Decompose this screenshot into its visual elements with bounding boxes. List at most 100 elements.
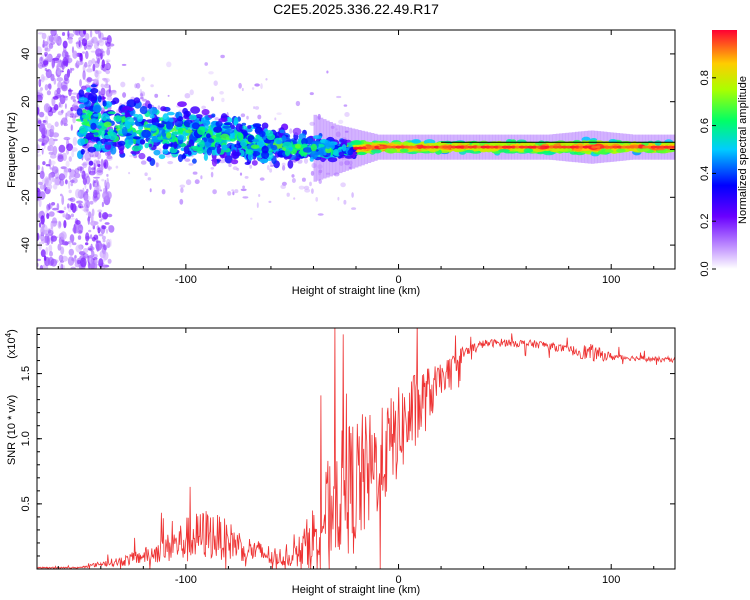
spectrogram-core [501, 145, 508, 149]
spectrogram-core [629, 145, 636, 149]
spectrogram-speckle [240, 113, 246, 118]
spectrogram-cell [479, 147, 488, 153]
spectrogram-cell [104, 134, 112, 140]
spectrogram-core [540, 145, 547, 149]
spectrogram-cell [95, 144, 104, 149]
spectrogram-speckle [104, 179, 107, 188]
spectrogram-speckle [89, 183, 92, 190]
spectrogram-speckle [150, 84, 154, 88]
spectrogram-cell [102, 116, 107, 121]
spectrogram-cell [78, 97, 88, 103]
spectrogram-speckle [58, 144, 66, 153]
spectrogram-speckle [38, 79, 42, 82]
spectrogram-speckle [87, 40, 93, 44]
spectrogram-speckle [257, 114, 262, 120]
spectrogram-speckle [109, 238, 112, 248]
spectrogram-speckle [44, 44, 48, 52]
spectrogram-core [535, 145, 542, 149]
snr-panel: -100 0 100 0.5 1.0 1.5 Height of straight lin… [4, 327, 676, 596]
spectrogram-speckle [154, 93, 159, 98]
spectrogram-speckle [96, 184, 101, 193]
spectrogram-cell [251, 160, 258, 166]
spectrogram-speckle [46, 90, 52, 96]
spectrogram-speckle [249, 164, 253, 169]
spectrogram-cell [270, 144, 278, 151]
spectrogram-cell [302, 147, 313, 153]
spectrogram-speckle [108, 225, 115, 233]
spectrogram-core [497, 145, 504, 149]
spectrogram-speckle [39, 184, 45, 190]
spectrogram-speckle [311, 188, 314, 194]
spectrogram-speckle [303, 158, 309, 164]
spectrogram-cell [232, 151, 242, 157]
spectrogram-speckle [238, 82, 242, 89]
spectrogram-speckle [96, 167, 104, 173]
spectrogram-speckle [167, 161, 174, 165]
spectrogram-cell [319, 149, 325, 157]
spectrogram-cell [160, 106, 167, 112]
spectrogram-speckle [77, 259, 81, 264]
spectrogram-cell [235, 123, 243, 132]
spectrogram-core [472, 145, 479, 149]
spectrogram-cell [123, 105, 131, 111]
spectrogram-speckle [84, 200, 88, 205]
spectrogram-speckle [65, 179, 68, 185]
spectrogram-core [395, 145, 402, 149]
spectrogram-speckle [343, 199, 347, 205]
spectrogram-speckle [51, 59, 55, 69]
spectrogram-cell [78, 89, 85, 97]
spectrogram-speckle [88, 211, 92, 219]
spectrogram-speckle [43, 103, 51, 113]
spectrogram-speckle [232, 166, 238, 171]
spectrogram-speckle [73, 30, 80, 36]
spectrogram-cell [90, 122, 97, 130]
spectrogram-speckle [71, 203, 77, 214]
spectrogram-speckle [90, 234, 93, 240]
spectrogram-speckle [61, 195, 65, 206]
spectrogram-cell [162, 144, 169, 150]
spectrogram-cell [181, 154, 186, 160]
spectrogram-cell [215, 120, 223, 127]
spectrogram-core [510, 145, 517, 149]
spectrogram-cell [292, 127, 302, 136]
spectrogram-speckle [99, 166, 105, 170]
spectrogram-speckle [38, 222, 42, 228]
spectrogram-speckle [68, 156, 73, 162]
spectrogram-speckle [298, 185, 305, 190]
spectrogram-speckle [38, 79, 42, 88]
spectrogram-speckle [71, 104, 76, 111]
spectrogram-speckle [343, 104, 348, 107]
spectrogram-xlabel: Height of straight line (km) [292, 285, 420, 297]
spectrogram-core [523, 145, 530, 149]
spectrogram-speckle [44, 47, 51, 52]
spectrogram-speckle [52, 57, 60, 64]
spectrogram-speckle [96, 160, 101, 165]
spectrogram-speckle [66, 203, 70, 209]
spectrogram-speckle [50, 107, 57, 114]
spectrogram-speckle [83, 207, 89, 213]
spectrogram-speckle [94, 69, 99, 78]
spectrogram-panel: -100 0 100 -40 -20 0 20 40 Height of straight l… [6, 29, 676, 297]
spectrogram-core [433, 145, 440, 149]
spectrogram-speckle [37, 94, 43, 102]
spectrogram-core [616, 145, 623, 149]
spectrogram-cell [138, 126, 144, 130]
spectrogram-speckle [38, 241, 42, 251]
spectrogram-speckle [94, 30, 99, 35]
spectrogram-speckle [140, 91, 146, 97]
spectrogram-cell [213, 126, 223, 133]
spectrogram-cell [224, 128, 235, 134]
spectrogram-cell [339, 139, 348, 143]
spectrogram-speckle [67, 256, 75, 266]
spectrogram-speckle [93, 162, 96, 173]
spectrogram-speckle [98, 38, 105, 47]
spectrogram-cell [330, 142, 335, 150]
spectrogram-speckle [50, 30, 57, 37]
spectrogram-cell [252, 123, 262, 128]
spectrogram-speckle [100, 158, 104, 169]
spectrogram-cell [298, 150, 305, 155]
spectrogram-speckle [189, 89, 194, 96]
spectrogram-cell [166, 111, 175, 116]
spectrogram-speckle [351, 192, 354, 198]
spectrogram-cell [128, 139, 134, 146]
